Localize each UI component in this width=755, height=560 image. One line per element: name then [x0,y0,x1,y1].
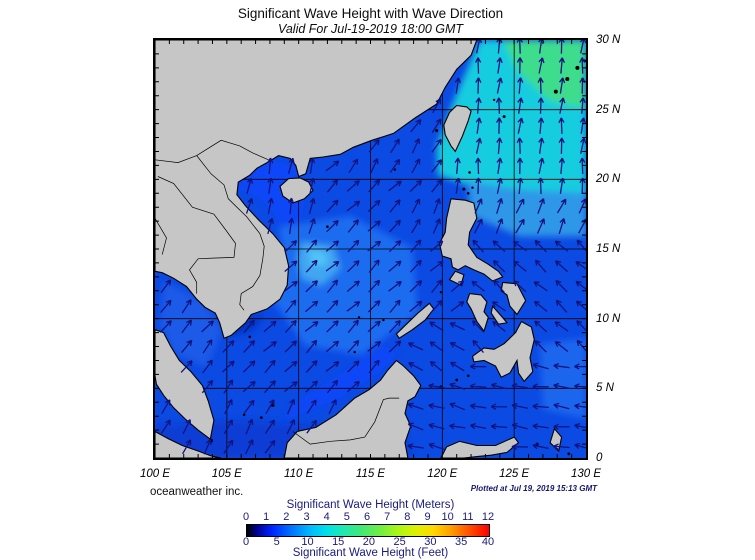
x-tick-label: 125 E [499,468,530,480]
feet-tick-label: 30 [424,536,437,548]
wave-direction-arrows [159,40,586,455]
landmasses [155,40,563,458]
land-samar-leyte [500,281,527,316]
land-cebu-bohol [490,304,509,325]
land-luzon [438,198,504,282]
x-tick-label: 105 E [211,468,242,480]
colorbar [246,524,490,537]
x-tick-label: 115 E [355,468,386,480]
meters-tick-label: 10 [441,511,454,523]
meters-tick-label: 11 [462,511,474,523]
meters-tick-label: 9 [424,511,431,523]
country-borders [155,139,400,445]
land-taiwan [443,104,472,153]
chart-header: Significant Wave Height with Wave Direct… [153,6,588,36]
land-mindanao [471,320,535,383]
meters-tick-label: 0 [242,511,250,523]
land-malay-peninsula [155,329,215,441]
feet-tick-label: 10 [301,536,314,548]
land-halmahera [549,427,563,453]
chart-subtitle: Valid For Jul-19-2019 18:00 GMT [277,22,464,36]
plotted-timestamp: Plotted at Jul 19, 2019 15:13 GMT [470,484,597,493]
feet-tick-label: 35 [455,536,468,548]
land-sulawesi [440,436,520,458]
feet-tick-label: 0 [242,536,250,548]
y-tick-label: 25 N [596,103,621,116]
meters-tick-label: 6 [363,511,371,523]
y-tick-label: 10 N [596,312,621,325]
legend-title-feet: Significant Wave Height (Feet) [292,547,449,559]
feet-tick-label: 20 [362,536,376,548]
chart-title: Significant Wave Height with Wave Direct… [237,6,504,21]
meters-tick-label: 1 [263,511,270,523]
feet-tick-label: 15 [332,536,345,548]
meters-tick-label: 7 [384,511,391,523]
meters-tick-label: 12 [481,511,495,523]
y-tick-label: 0 [596,452,603,464]
land-panay-negros [466,292,489,333]
meters-tick-label: 3 [303,511,310,523]
y-tick-label: 5 N [596,382,614,395]
meters-tick-label: 8 [404,511,411,523]
legend-title-meters: Significant Wave Height (Meters) [286,499,455,511]
feet-tick-label: 25 [393,536,406,548]
y-tick-label: 15 N [596,243,621,255]
wave-map-svg [155,40,586,458]
y-tick-label: 20 N [596,173,621,186]
meters-tick-label: 2 [283,511,290,523]
minor-ticks [155,40,586,458]
x-tick-label: 110 E [284,468,314,480]
x-tick-label: 120 E [427,468,458,480]
meters-tick-label: 4 [323,511,330,523]
feet-tick-label: 40 [481,536,495,548]
x-tick-label: 130 E [570,468,602,480]
land-palawan [395,302,435,339]
x-tick-label: 100 E [139,468,171,480]
meters-tick-label: 5 [343,511,350,523]
land-hainan [279,177,314,204]
feet-tick-label: 5 [273,536,280,548]
map-frame [153,38,588,460]
y-tick-label: 30 N [596,34,621,46]
land-mainland-asia [155,40,478,339]
credit-text: oceanweather inc. [150,486,244,498]
